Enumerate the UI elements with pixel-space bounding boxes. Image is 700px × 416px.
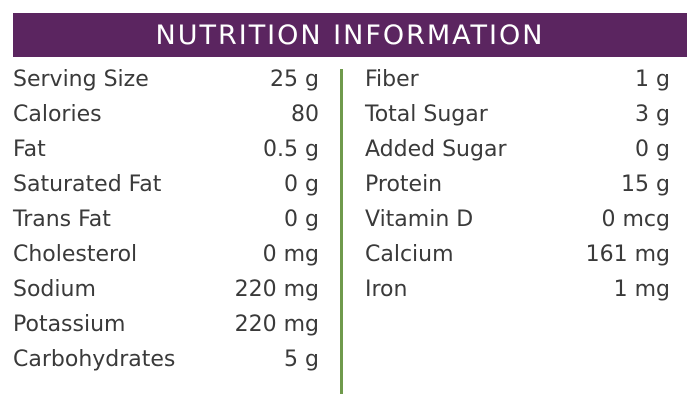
nutrient-value: 220 mg [234,276,319,302]
column-divider [340,69,343,394]
nutrient-row-saturated-fat: Saturated Fat 0 g [13,167,319,202]
nutrient-value: 0 g [635,136,670,162]
nutrient-row-carbohydrates: Carbohydrates 5 g [13,342,319,377]
nutrient-row-serving-size: Serving Size 25 g [13,62,319,97]
nutrient-row-calcium: Calcium 161 mg [365,237,670,272]
nutrient-label: Saturated Fat [13,171,162,197]
nutrition-information-panel: NUTRITION INFORMATION Serving Size 25 g … [13,13,687,403]
nutrient-row-cholesterol: Cholesterol 0 mg [13,237,319,272]
nutrient-value: 0.5 g [263,136,319,162]
nutrient-row-total-sugar: Total Sugar 3 g [365,97,670,132]
nutrient-label: Sodium [13,276,96,302]
nutrient-label: Cholesterol [13,241,138,267]
nutrient-label: Serving Size [13,66,149,92]
nutrient-label: Total Sugar [365,101,488,127]
nutrient-label: Protein [365,171,443,197]
nutrient-row-protein: Protein 15 g [365,167,670,202]
nutrient-value: 3 g [635,101,670,127]
nutrient-row-iron: Iron 1 mg [365,272,670,307]
right-nutrient-column: Fiber 1 g Total Sugar 3 g Added Sugar 0 … [365,62,670,307]
left-nutrient-column: Serving Size 25 g Calories 80 Fat 0.5 g … [13,62,319,377]
nutrient-value: 5 g [284,346,319,372]
nutrient-value: 80 [291,101,319,127]
nutrient-value: 1 mg [613,276,670,302]
nutrient-label: Vitamin D [365,206,474,232]
nutrient-value: 0 g [284,206,319,232]
nutrient-row-calories: Calories 80 [13,97,319,132]
nutrient-row-vitamin-d: Vitamin D 0 mcg [365,202,670,237]
nutrient-value: 15 g [621,171,670,197]
nutrient-label: Iron [365,276,408,302]
nutrient-label: Calories [13,101,102,127]
nutrient-row-trans-fat: Trans Fat 0 g [13,202,319,237]
nutrient-row-potassium: Potassium 220 mg [13,307,319,342]
nutrient-label: Fat [13,136,46,162]
nutrient-label: Calcium [365,241,454,267]
nutrient-label: Added Sugar [365,136,507,162]
nutrition-header: NUTRITION INFORMATION [13,13,687,57]
nutrient-value: 0 mcg [601,206,670,232]
nutrient-value: 0 g [284,171,319,197]
nutrient-value: 220 mg [234,311,319,337]
nutrient-label: Fiber [365,66,419,92]
nutrient-label: Potassium [13,311,126,337]
nutrient-value: 1 g [635,66,670,92]
nutrient-row-added-sugar: Added Sugar 0 g [365,132,670,167]
nutrient-value: 0 mg [262,241,319,267]
nutrient-label: Carbohydrates [13,346,176,372]
nutrient-row-sodium: Sodium 220 mg [13,272,319,307]
nutrient-row-fat: Fat 0.5 g [13,132,319,167]
nutrient-value: 161 mg [585,241,670,267]
nutrient-value: 25 g [270,66,319,92]
nutrient-label: Trans Fat [13,206,111,232]
nutrition-title: NUTRITION INFORMATION [155,19,545,51]
nutrient-row-fiber: Fiber 1 g [365,62,670,97]
